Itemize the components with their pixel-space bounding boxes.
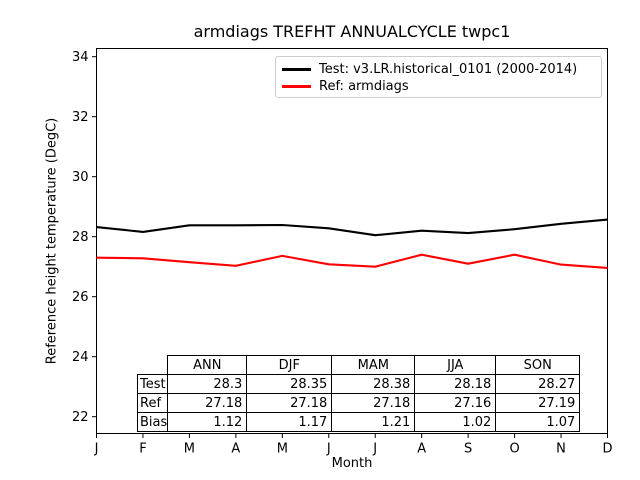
chart-title: armdiags TREFHT ANNUALCYCLE twpc1 — [193, 22, 511, 41]
x-tick-label: A — [417, 442, 426, 457]
row-label-ref: Ref — [136, 393, 169, 413]
legend-item-ref: Ref: armdiags — [282, 78, 601, 95]
table-row-bias: Bias 1.12 1.17 1.21 1.02 1.07 — [136, 412, 581, 432]
ref-djf: 27.18 — [246, 393, 333, 413]
x-tick-label: O — [509, 442, 519, 457]
y-tick-label: 30 — [72, 170, 89, 185]
ref-line-swatch — [282, 85, 311, 88]
x-tick-label: J — [326, 442, 331, 457]
table-row-ref: Ref 27.18 27.18 27.18 27.16 27.19 — [136, 393, 581, 413]
col-header-mam: MAM — [331, 355, 416, 375]
x-tick-label: S — [464, 442, 472, 457]
test-mam: 28.38 — [331, 374, 416, 394]
col-header-ann: ANN — [167, 355, 248, 375]
ref-mam: 27.18 — [331, 393, 416, 413]
x-tick-label: J — [94, 442, 99, 457]
x-tick-label: M — [184, 442, 195, 457]
test-line-swatch — [282, 68, 311, 71]
x-tick-label: A — [231, 442, 240, 457]
x-tick-label: M — [277, 442, 288, 457]
ref-ann: 27.18 — [167, 393, 248, 413]
col-header-son: SON — [495, 355, 581, 375]
bias-djf: 1.17 — [246, 412, 333, 432]
legend-item-test: Test: v3.LR.historical_0101 (2000-2014) — [282, 61, 601, 78]
legend: Test: v3.LR.historical_0101 (2000-2014) … — [275, 56, 602, 98]
y-tick-label: 32 — [72, 110, 89, 125]
plot-frame — [96, 48, 608, 434]
bias-son: 1.07 — [495, 412, 581, 432]
ref-line — [96, 253, 608, 269]
col-header-jja: JJA — [414, 355, 497, 375]
ref-son: 27.19 — [495, 393, 581, 413]
x-tick-label: J — [372, 442, 377, 457]
bias-mam: 1.21 — [331, 412, 416, 432]
y-axis-label: Reference height temperature (DegC) — [44, 117, 60, 365]
stats-table: ANN DJF MAM JJA SON Test 28.3 28.35 28.3… — [136, 355, 581, 432]
y-tick-label: 28 — [72, 230, 89, 245]
y-tick-label: 26 — [72, 290, 89, 305]
table-row-test: Test 28.3 28.35 28.38 28.18 28.27 — [136, 374, 581, 394]
legend-label-test: Test: v3.LR.historical_0101 (2000-2014) — [319, 62, 578, 77]
table-corner-cell — [138, 356, 168, 375]
bias-ann: 1.12 — [167, 412, 248, 432]
bias-jja: 1.02 — [414, 412, 497, 432]
table-header-row: ANN DJF MAM JJA SON — [138, 355, 581, 375]
y-tick-label: 34 — [72, 50, 89, 65]
row-label-test: Test — [136, 374, 169, 394]
test-jja: 28.18 — [414, 374, 497, 394]
row-label-bias: Bias — [136, 412, 169, 432]
test-son: 28.27 — [495, 374, 581, 394]
test-djf: 28.35 — [246, 374, 333, 394]
ref-jja: 27.16 — [414, 393, 497, 413]
col-header-djf: DJF — [246, 355, 333, 375]
test-line — [96, 218, 608, 237]
x-tick-label: N — [556, 442, 566, 457]
legend-label-ref: Ref: armdiags — [319, 79, 409, 94]
x-axis-label: Month — [331, 456, 373, 471]
test-ann: 28.3 — [167, 374, 248, 394]
y-tick-label: 22 — [72, 410, 89, 425]
x-tick-label: D — [602, 442, 612, 457]
x-tick-label: F — [139, 442, 146, 457]
y-tick-label: 24 — [72, 350, 89, 365]
